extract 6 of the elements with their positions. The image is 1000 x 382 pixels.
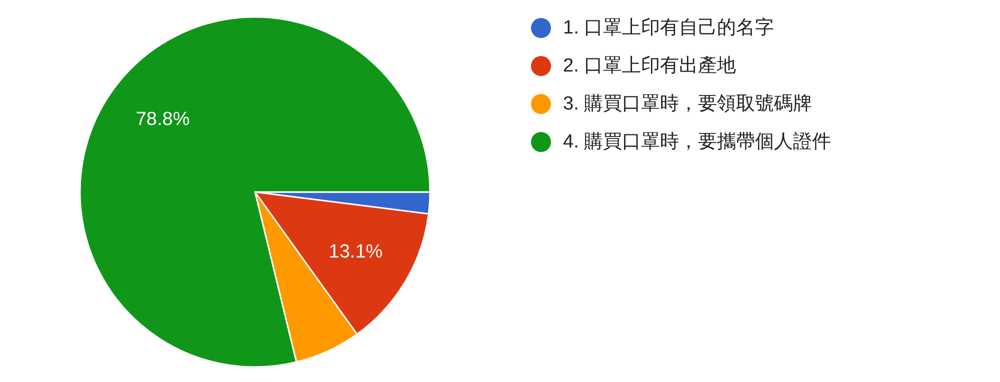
legend-label: 2. 口罩上印有出產地 xyxy=(563,56,736,76)
data-label: 13.1% xyxy=(328,242,383,262)
legend-label: 1. 口罩上印有自己的名字 xyxy=(563,16,774,38)
legend-label: 3. 購買口罩時，要領取號碼牌 xyxy=(563,94,812,114)
legend-label: 4. 購買口罩時，要攜帶個人證件 xyxy=(563,132,832,152)
data-label: 78.8% xyxy=(136,109,190,130)
